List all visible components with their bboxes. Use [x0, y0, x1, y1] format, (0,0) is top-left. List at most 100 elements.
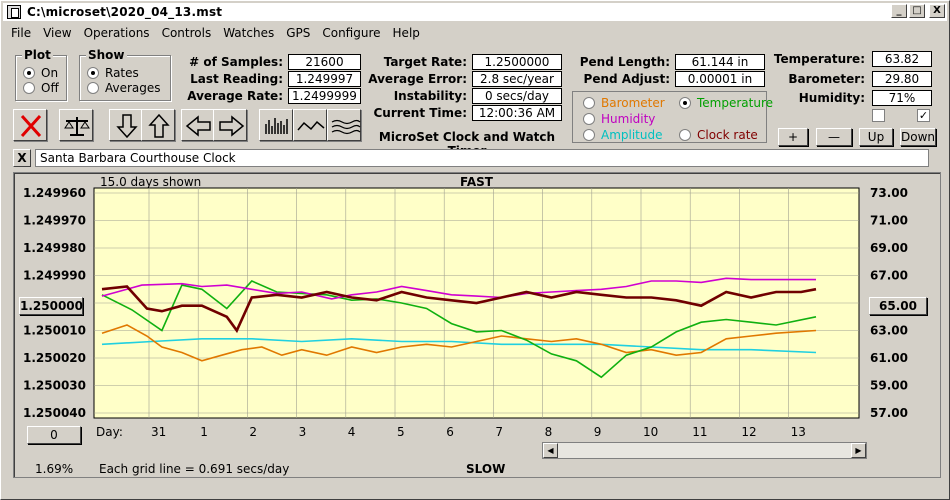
y-left-tick-label: 1.249960 — [23, 186, 86, 200]
close-button[interactable]: X — [929, 4, 945, 18]
plot-off-radio[interactable]: Off — [23, 81, 59, 95]
y-right-tick-label: 67.00 — [870, 269, 908, 283]
series-barometer-label: Barometer — [601, 96, 665, 110]
x-tick-label: 9 — [594, 425, 602, 439]
x-tick-label: 2 — [249, 425, 257, 439]
scale-up-button[interactable]: Up — [859, 128, 893, 146]
checkbox-right[interactable]: ✓ — [917, 109, 930, 122]
menu-controls[interactable]: Controls — [161, 26, 212, 40]
radio-unselected-icon — [679, 129, 691, 141]
menu-view[interactable]: View — [43, 26, 72, 40]
series-clock-rate-label: Clock rate — [697, 128, 758, 142]
show-group-label: Show — [86, 48, 127, 62]
show-group: Show — [79, 48, 171, 101]
x-tick-label: 10 — [643, 425, 658, 439]
x-tick-label: 13 — [791, 425, 806, 439]
balance-button[interactable] — [59, 109, 93, 141]
menu-file[interactable]: File — [11, 26, 32, 40]
down-arrow-button[interactable] — [109, 109, 143, 141]
radio-unselected-icon — [87, 82, 99, 94]
stop-button[interactable] — [13, 109, 47, 141]
left-value-button[interactable]: 1.250000 — [19, 297, 84, 315]
up-arrow-button[interactable] — [141, 109, 175, 141]
show-rates-label: Rates — [105, 66, 139, 80]
chart-panel: 31 1 2 3 4 5 6 7 8 9 10 11 12 13 Day: 1.249960 73.00 1.24… — [13, 172, 941, 478]
horizontal-scrollbar[interactable]: ◀ ▶ — [542, 442, 867, 459]
percent-readout: 1.69% — [35, 462, 74, 476]
show-rates-radio[interactable]: Rates — [87, 66, 139, 80]
target-rate-field: 1.2500000 — [472, 54, 562, 70]
samples-field: 21600 — [288, 54, 361, 70]
maximize-button[interactable]: □ — [909, 4, 925, 18]
series-humidity-radio[interactable]: Humidity — [583, 112, 655, 126]
menu-operations[interactable]: Operations — [83, 26, 150, 40]
average-rate-field: 1.2499999 — [288, 88, 361, 104]
scale-plus-button[interactable]: + — [778, 128, 808, 146]
series-line-barometer — [101, 324, 817, 362]
show-averages-radio[interactable]: Averages — [87, 81, 161, 95]
menu-watches[interactable]: Watches — [223, 26, 275, 40]
radio-selected-icon — [679, 97, 691, 109]
title-bar[interactable]: C:\microset\2020_04_13.mst _ □ X — [3, 3, 947, 21]
series-selector — [572, 91, 767, 143]
app-icon[interactable] — [7, 5, 21, 19]
scroll-right-icon[interactable]: ▶ — [851, 443, 866, 458]
y-left-tick-label: 1.250030 — [23, 379, 86, 393]
menu-gps[interactable]: GPS — [286, 26, 311, 40]
plot-on-label: On — [41, 66, 59, 80]
arrow-up-icon — [148, 113, 170, 138]
humidity-label: Humidity: — [798, 91, 865, 105]
menu-configure[interactable]: Configure — [322, 26, 381, 40]
clear-name-button[interactable]: X — [13, 149, 31, 167]
wave-icon — [297, 120, 325, 131]
series-amplitude-radio[interactable]: Amplitude — [583, 128, 663, 142]
radio-unselected-icon — [583, 113, 595, 125]
wave-plot-button[interactable] — [293, 109, 327, 141]
minimize-button[interactable]: _ — [891, 4, 907, 18]
series-temperature-label: Temperature — [697, 96, 774, 110]
checkbox-left[interactable] — [872, 109, 885, 122]
barometer-field: 29.80 — [872, 71, 932, 87]
y-left-tick-label: 1.250040 — [23, 406, 86, 420]
left-arrow-button[interactable] — [181, 109, 215, 141]
chart-bottom-title: SLOW — [466, 462, 506, 476]
x-tick-label: 3 — [299, 425, 307, 439]
scale-down-button[interactable]: Down — [900, 128, 936, 146]
menu-help[interactable]: Help — [392, 26, 420, 40]
y-left-tick-label: 1.249970 — [23, 214, 86, 228]
scroll-left-icon[interactable]: ◀ — [543, 443, 558, 458]
bottom-left-button[interactable]: 0 — [27, 426, 81, 444]
scale-balance-icon — [64, 117, 90, 136]
x-tick-label: 5 — [397, 425, 405, 439]
right-value-button[interactable]: 65.00 — [869, 297, 927, 315]
raw-plot-button[interactable] — [259, 109, 293, 141]
series-humidity-label: Humidity — [601, 112, 656, 126]
scale-minus-button[interactable]: — — [816, 128, 852, 146]
smooth-plot-button[interactable] — [327, 109, 361, 141]
average-error-field: 2.8 sec/year — [472, 71, 562, 87]
last-reading-label: Last Reading: — [190, 72, 283, 86]
instability-label: Instability: — [393, 89, 467, 103]
x-tick-label: 8 — [545, 425, 553, 439]
chart-top-title: FAST — [460, 175, 494, 189]
window-title: C:\microset\2020_04_13.mst — [27, 5, 223, 19]
radio-selected-icon — [23, 67, 35, 79]
plot-on-radio[interactable]: On — [23, 66, 58, 80]
temperature-label: Temperature: — [773, 52, 865, 66]
series-clock-rate-radio[interactable]: Clock rate — [679, 128, 758, 142]
plot-off-label: Off — [41, 81, 59, 95]
x-tick-label: 11 — [692, 425, 707, 439]
series-barometer-radio[interactable]: Barometer — [583, 96, 665, 110]
plot-group: Plot — [15, 48, 67, 101]
series-line-temperature — [101, 280, 817, 379]
series-temperature-radio[interactable]: Temperature — [679, 96, 773, 110]
average-rate-label: Average Rate: — [187, 89, 283, 103]
temperature-field: 63.82 — [872, 51, 932, 67]
clock-name-field[interactable]: Santa Barbara Courthouse Clock — [35, 149, 929, 167]
arrow-right-icon — [219, 115, 245, 137]
right-arrow-button[interactable] — [213, 109, 247, 141]
instability-field: 0 secs/day — [472, 88, 562, 104]
x-tick-label: 6 — [446, 425, 454, 439]
